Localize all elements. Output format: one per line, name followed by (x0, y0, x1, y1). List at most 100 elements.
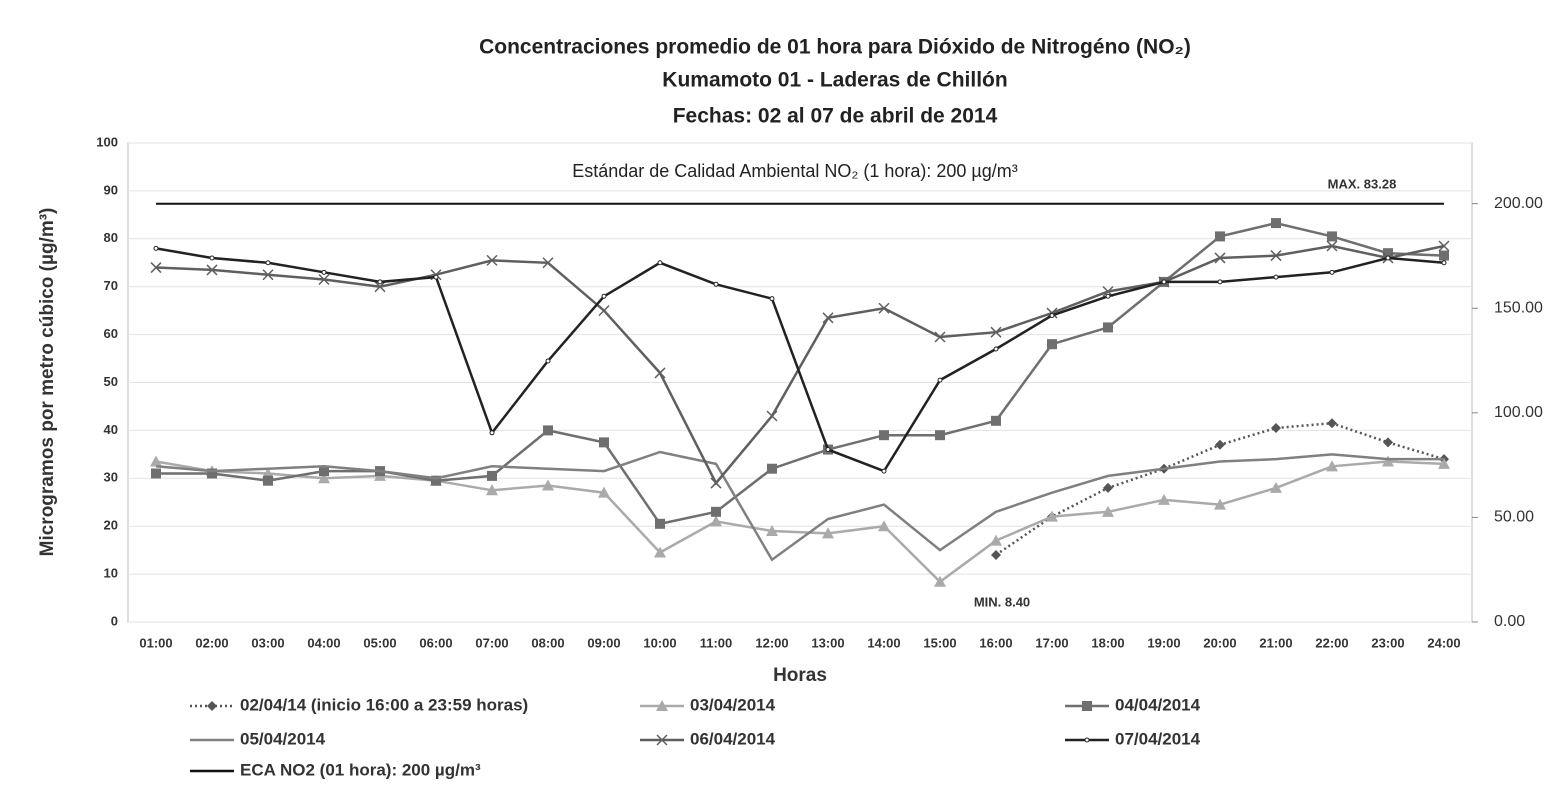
marker (598, 305, 610, 317)
marker (769, 296, 775, 302)
marker (262, 269, 274, 281)
marker (990, 326, 1002, 338)
y-tick-label: 20 (104, 518, 118, 533)
marker (990, 534, 1002, 546)
annotation: Estándar de Calidad Ambiental NO₂ (1 hor… (572, 161, 1018, 181)
marker (1158, 493, 1170, 505)
marker (599, 437, 609, 448)
marker (206, 264, 218, 276)
y-tick-label: 40 (104, 422, 118, 437)
marker (1385, 255, 1391, 261)
marker (1217, 279, 1223, 285)
x-tick-label: 06:00 (419, 635, 452, 650)
marker (934, 331, 946, 343)
legend-label: ECA NO2 (01 hora): 200 µg/m³ (240, 760, 481, 779)
marker (319, 466, 329, 477)
marker (1438, 240, 1450, 252)
marker (766, 524, 778, 536)
marker (711, 506, 721, 517)
x-tick-label: 18:00 (1091, 635, 1124, 650)
marker (1105, 293, 1111, 299)
x-tick-label: 22:00 (1315, 635, 1348, 650)
y2-tick-label: 150.00 (1494, 299, 1543, 316)
marker (1383, 248, 1393, 259)
marker (486, 484, 498, 496)
marker (1215, 439, 1225, 450)
y2-tick-label: 200.00 (1494, 195, 1543, 212)
marker (265, 260, 271, 266)
y2-tick-label: 0.00 (1494, 613, 1525, 630)
marker (1214, 498, 1226, 510)
series-line (155, 460, 1445, 584)
legend-marker (656, 700, 668, 711)
legend-label: 03/04/2014 (690, 695, 776, 714)
x-tick-label: 03:00 (251, 635, 284, 650)
marker (543, 425, 553, 436)
x-tick-label: 01:00 (139, 635, 172, 650)
x-tick-label: 12:00 (755, 635, 788, 650)
marker (1273, 274, 1279, 280)
marker (993, 346, 999, 352)
marker (991, 415, 1001, 426)
marker (542, 257, 554, 269)
marker (542, 479, 554, 491)
y-tick-label: 50 (104, 374, 118, 389)
chart-subtitle: Kumamoto 01 - Laderas de Chillón (662, 69, 1007, 92)
marker (1327, 231, 1337, 242)
marker (713, 281, 719, 287)
marker (207, 468, 217, 479)
marker (377, 279, 383, 285)
marker (318, 273, 330, 286)
y2-tick-label: 100.00 (1494, 404, 1543, 421)
marker (878, 520, 890, 532)
legend-marker (207, 701, 217, 711)
marker (881, 468, 887, 474)
marker (1214, 252, 1226, 264)
x-tick-label: 09:00 (587, 635, 620, 650)
x-tick-label: 15:00 (923, 635, 956, 650)
marker (1103, 482, 1113, 493)
marker (991, 549, 1001, 560)
marker (934, 575, 946, 587)
marker (153, 245, 159, 251)
marker (1049, 312, 1055, 318)
marker (1329, 269, 1335, 275)
y-tick-label: 60 (104, 326, 118, 341)
marker (1271, 218, 1281, 229)
x-tick-label: 17:00 (1035, 635, 1068, 650)
x-tick-label: 21:00 (1259, 635, 1292, 650)
marker (486, 254, 498, 266)
annotation: MAX. 83.28 (1328, 176, 1397, 191)
marker (1326, 240, 1338, 252)
marker (1215, 231, 1225, 242)
marker (263, 475, 273, 486)
marker (937, 377, 943, 383)
legend-marker (1082, 701, 1092, 711)
marker (655, 518, 665, 529)
series-line (155, 247, 1445, 473)
y-tick-label: 10 (104, 566, 118, 581)
marker (1326, 460, 1338, 472)
legend-marker (1084, 737, 1090, 743)
marker (879, 430, 889, 441)
marker (598, 486, 610, 498)
series-line (155, 244, 1445, 486)
legend-label: 04/04/2014 (1115, 695, 1201, 714)
y-tick-label: 30 (104, 470, 118, 485)
marker (151, 468, 161, 479)
chart-subtitle: Fechas: 02 al 07 de abril de 2014 (673, 105, 998, 128)
marker (1438, 457, 1450, 469)
marker (150, 455, 162, 467)
chart-title: Concentraciones promedio de 01 hora para… (479, 36, 1191, 59)
legend-marker (656, 734, 668, 746)
x-tick-label: 13:00 (811, 635, 844, 650)
y-tick-label: 0 (111, 613, 118, 628)
marker (766, 410, 778, 422)
legend-label: 05/04/2014 (240, 729, 326, 748)
marker (825, 447, 831, 453)
marker (1270, 250, 1282, 262)
y-tick-label: 80 (104, 230, 118, 245)
marker (710, 477, 722, 489)
marker (654, 367, 666, 379)
